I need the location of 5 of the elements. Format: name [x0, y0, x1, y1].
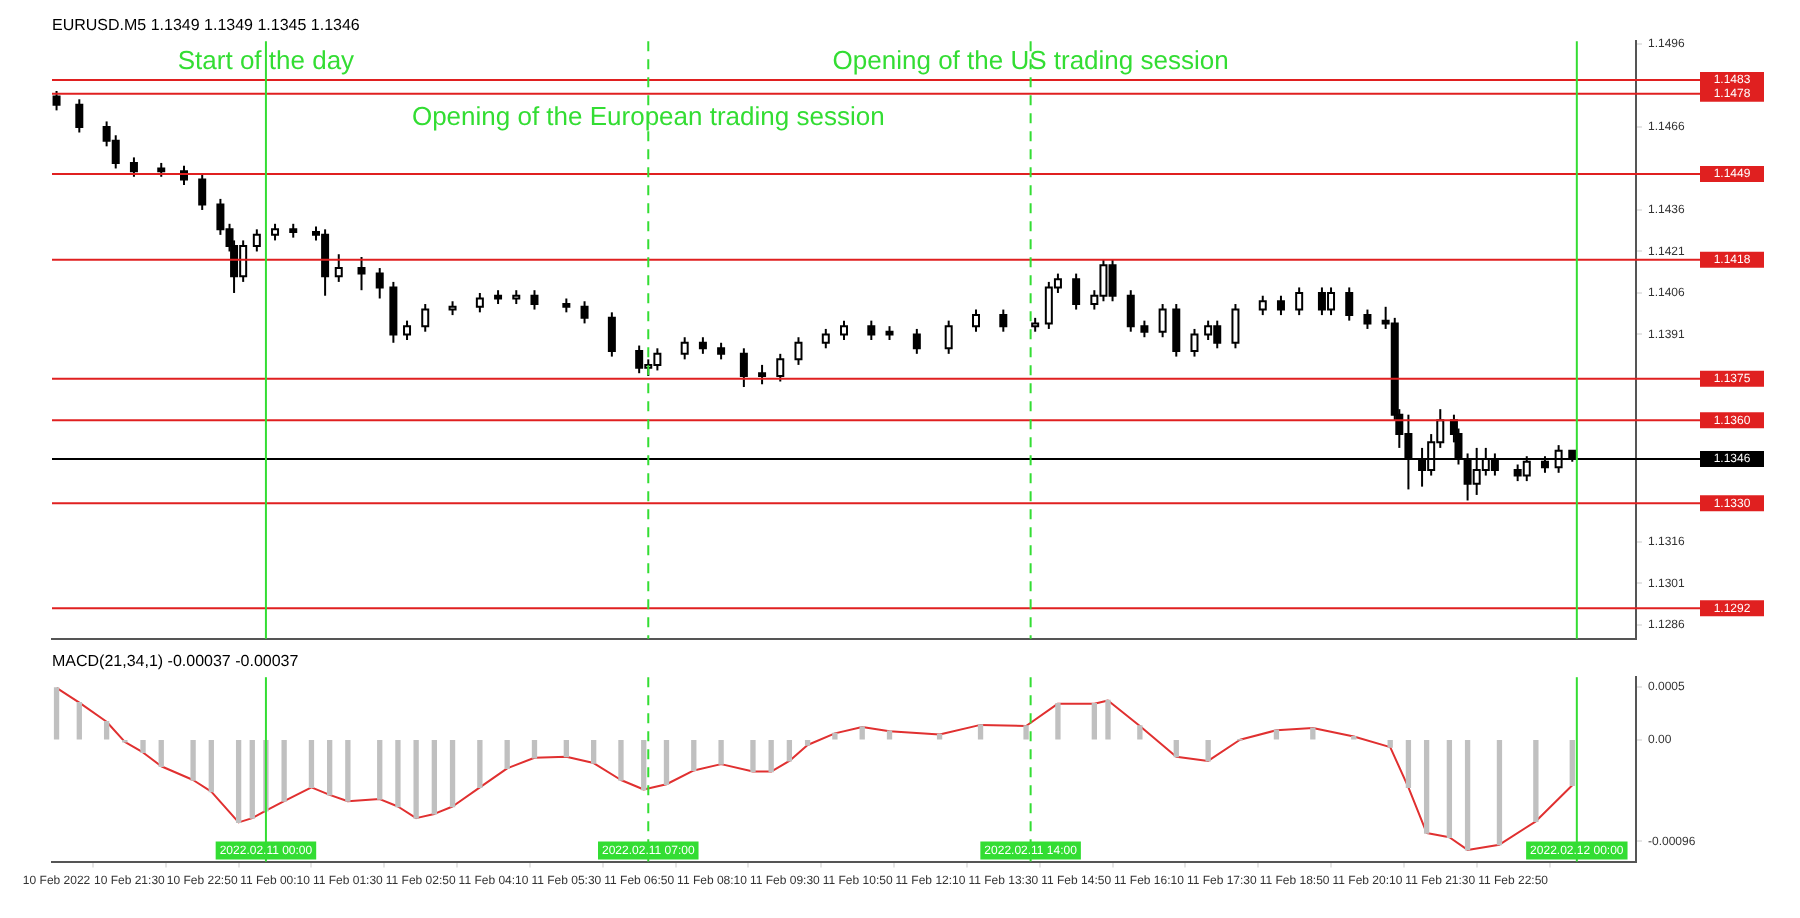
- chart-title: EURUSD.M5 1.1349 1.1349 1.1345 1.1346: [52, 16, 361, 35]
- ref-line-label: Opening of the US trading session: [832, 45, 1229, 76]
- ref-line-label: Start of the day: [177, 45, 356, 76]
- ref-line-label: Opening of the European trading session: [411, 101, 885, 132]
- chart-title: MACD(21,34,1) -0.00037 -0.00037: [52, 652, 300, 671]
